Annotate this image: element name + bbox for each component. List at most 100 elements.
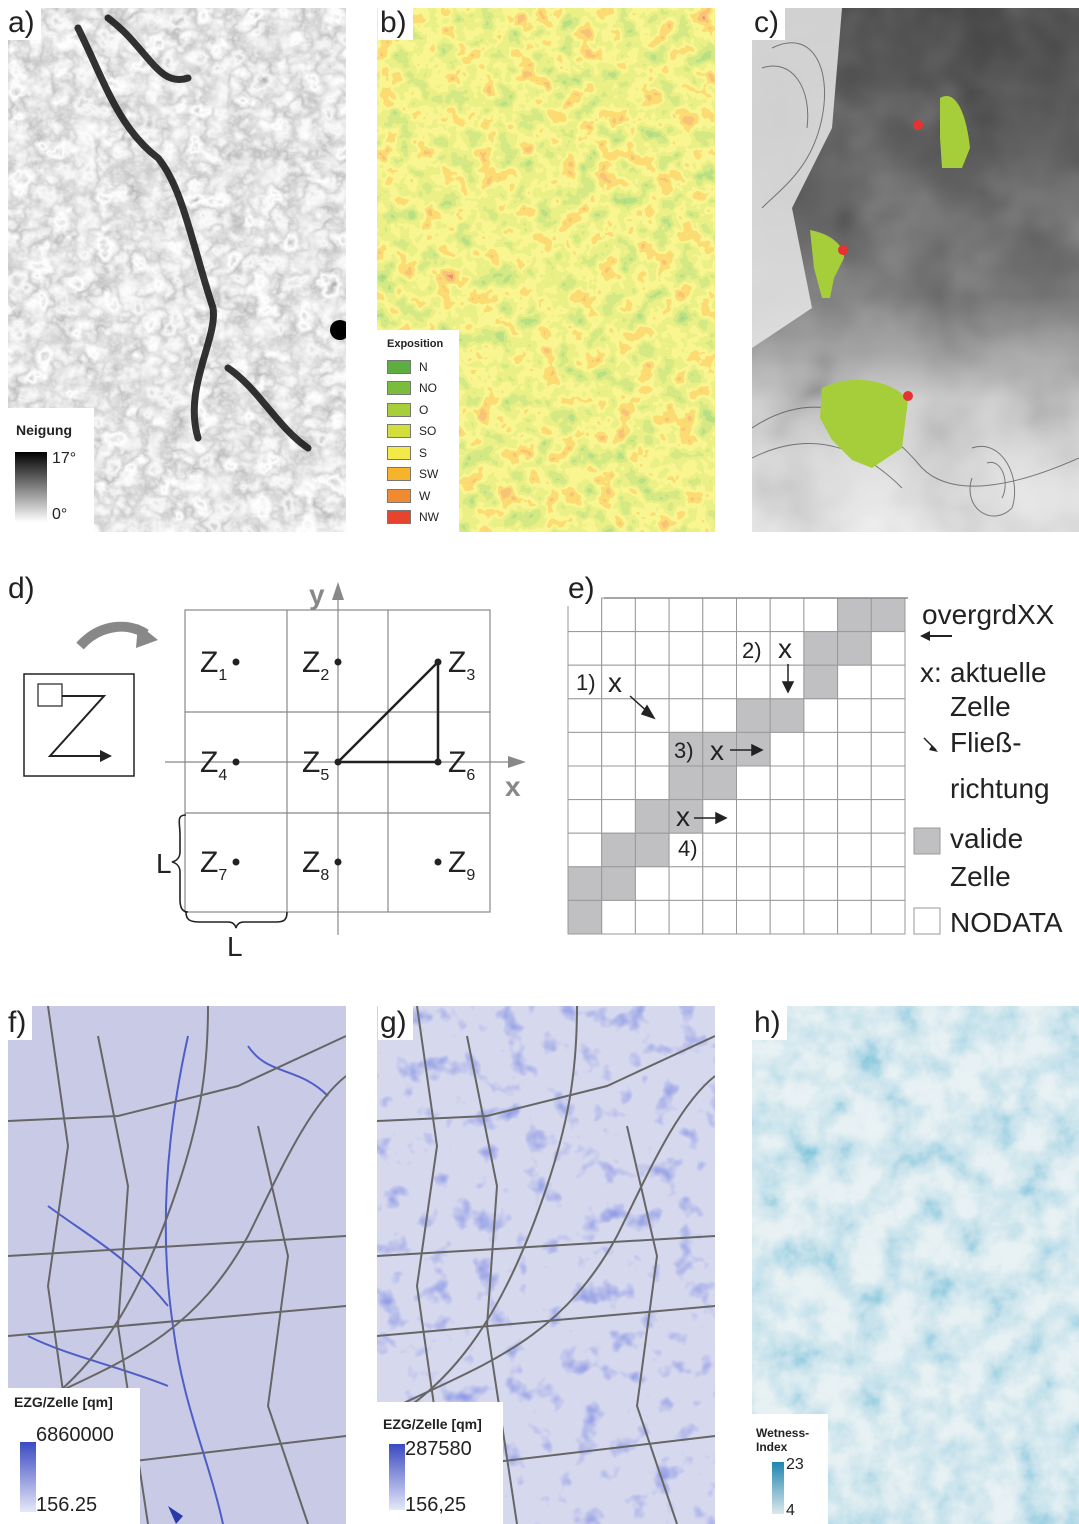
flow-arrow-icon [929,745,938,752]
valid-cell [870,597,906,633]
aspect-legend: Exposition N NO O SO S SW W NW [377,330,459,532]
panel-e-label: e) [566,572,601,606]
aspect-legend-item: SW [387,464,459,486]
nodata-cell [736,664,771,700]
valid-cell [601,866,636,901]
nodata-cell [736,899,771,935]
length-label-horizontal: L [227,931,243,960]
flowacc-legend-f-title: EZG/Zelle [qm] [14,1394,113,1410]
cell-center-point [334,658,342,666]
nodata-cell [601,899,636,935]
nodata-cell [668,597,704,633]
nodata-cell [702,597,738,633]
panel-f-flowacc-map: EZG/Zelle [qm] 6860000 156.25 [8,1006,346,1524]
cell-center-point [434,758,442,766]
nodata-cell [769,799,805,834]
legend-current-cell-2: Zelle [950,691,1011,722]
cell-label: Z8 [302,846,329,884]
nodata-cell [567,631,603,666]
cell-label: Z3 [448,646,475,684]
panel-f-label: f) [6,1006,33,1040]
flowacc-g-min: 156,25 [405,1494,467,1516]
nodata-cell [601,765,636,801]
panel-h-wetness-map: Wetness- Index 23 4 [752,1006,1079,1524]
cell-label: Z5 [302,746,329,784]
nodata-cell [736,832,771,868]
aspect-swatch [387,402,411,417]
aspect-legend-title: Exposition [387,338,444,350]
wetness-min: 4 [786,1502,795,1519]
valid-cell [702,765,738,801]
panel-e-flow-grid: 1) x 2) x 3) x 4) x overgrdXX x: aktuell… [567,597,1063,938]
nodata-cell [702,899,738,935]
wetness-legend: Wetness- Index 23 4 [752,1414,828,1524]
cell-label-letter: Z [302,746,320,779]
nodata-cell [634,664,670,700]
cell-label-letter: Z [448,646,466,679]
nodata-cell [769,765,805,801]
cell-label: Z4 [200,746,227,784]
cell-label-index: 5 [320,767,329,784]
cell-label: Z7 [200,846,227,884]
nodata-cell [870,765,906,801]
aspect-legend-label: S [419,445,428,460]
cell-label-letter: Z [302,846,320,879]
nodata-cell [803,899,839,935]
aspect-legend-item: SO [387,421,459,443]
nodata-cell [736,799,771,834]
nodata-cell [803,597,839,633]
nodata-swatch [913,907,941,935]
slope-gradient [15,452,47,522]
nodata-cell [668,631,704,666]
cell-label-index: 8 [320,867,329,884]
nodata-cell [870,832,906,868]
aspect-legend-label: NW [419,510,439,525]
flowacc-g-max: 287580 [405,1438,472,1460]
legend-flow-1: Fließ- [950,727,1022,758]
slope-legend-min: 0° [52,506,68,523]
panel-b-aspect-map: Exposition N NO O SO S SW W NW [377,8,715,532]
wetness-max: 23 [786,1456,804,1473]
panel-h-label: h) [752,1006,787,1040]
cell-label-index: 4 [218,767,227,784]
flowacc-map-g [377,1006,715,1524]
wetness-gradient [772,1462,784,1514]
nodata-cell [702,631,738,666]
step-label-1: 1) [576,670,596,695]
y-axis-label: y [309,579,325,610]
nodata-cell [668,866,704,901]
panel-d-label: d) [6,572,41,606]
brace-bottom [185,911,288,929]
aspect-legend-label: N [419,359,428,374]
nodata-cell [837,832,872,868]
nodata-cell [601,664,636,700]
nodata-cell [769,731,805,767]
legend-x-key: x: [920,657,942,688]
current-cell-mark-4: x [676,801,690,832]
nodata-cell [769,832,805,868]
elevation-contour-map [752,8,1079,532]
step-label-3: 3) [674,738,694,763]
nodata-cell [634,597,670,633]
nodata-cell [601,799,636,834]
nodata-cell [769,597,805,633]
grid-name-label: overgrdXX [922,599,1055,630]
outlet-point [838,245,848,255]
nodata-cell [769,866,805,901]
cell-label-index: 9 [466,867,475,884]
nodata-cell [803,731,839,767]
aspect-swatch [387,359,411,374]
flowacc-f-max: 6860000 [36,1424,114,1446]
cell-center-point [232,858,240,866]
cell-label: Z9 [448,846,475,884]
panel-g-flowacc-map: EZG/Zelle [qm] 287580 156,25 [377,1006,715,1524]
nodata-cell [668,832,704,868]
step-label-4: 4) [678,836,698,861]
nodata-cell [870,664,906,700]
panel-a-slope-map: Neigung 17° 0° [8,8,346,532]
nodata-cell [870,731,906,767]
nodata-cell [870,799,906,834]
valid-cell [634,799,670,834]
nodata-cell [702,664,738,700]
flowacc-g-gradient [389,1444,405,1510]
